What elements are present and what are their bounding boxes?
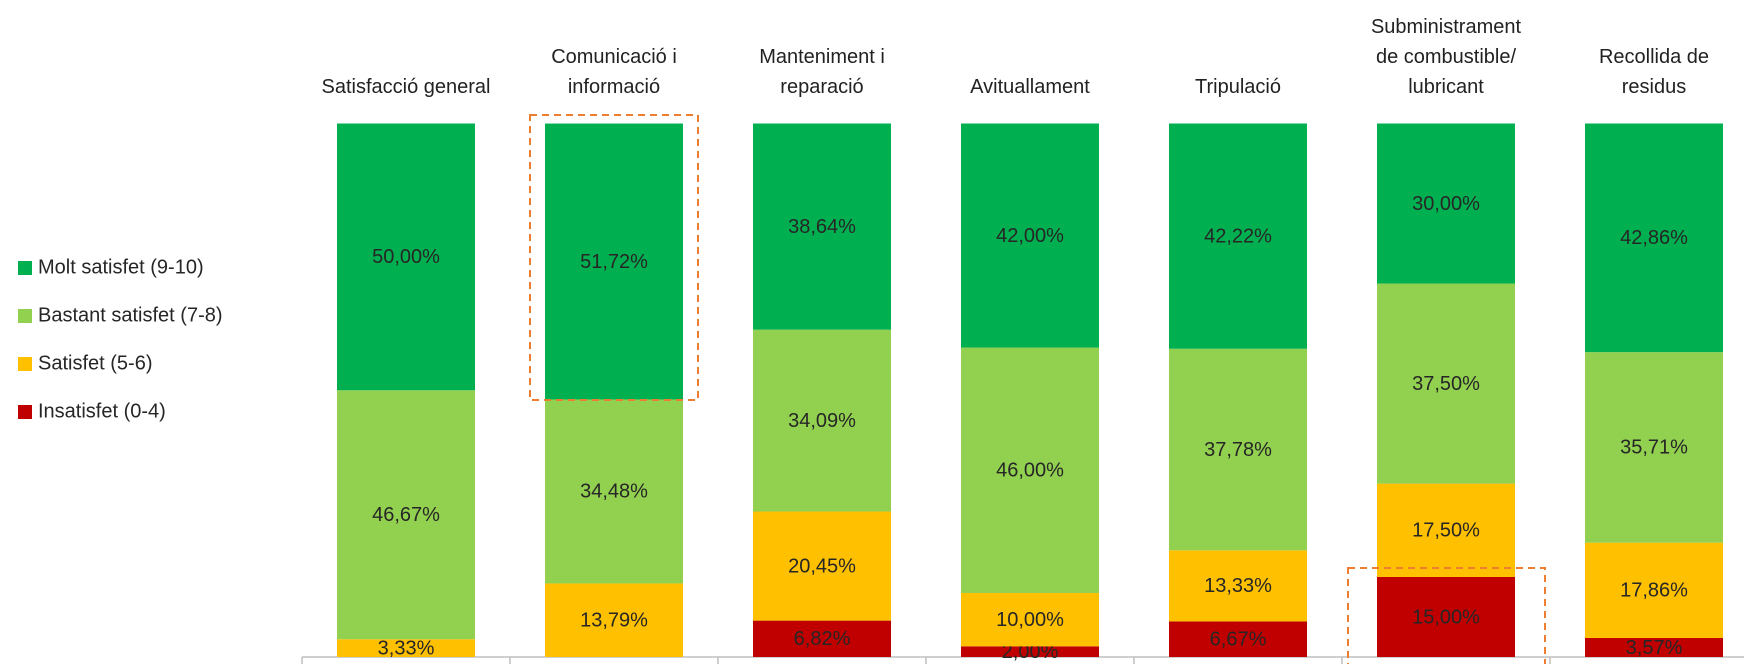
bar-segment xyxy=(337,639,475,657)
bar-segment xyxy=(753,123,891,330)
x-label-box: Comunicació i informació xyxy=(510,0,718,102)
value-label: 10,00% xyxy=(996,609,1064,631)
bar-segment xyxy=(753,511,891,621)
x-label-box: Satisfacció general xyxy=(302,0,510,102)
value-label: 6,67% xyxy=(1210,628,1267,650)
legend-label: Bastant satisfet (7-8) xyxy=(38,304,223,326)
bar-segment xyxy=(1377,576,1515,657)
bar-segment xyxy=(545,123,683,400)
bar-segment xyxy=(961,592,1099,647)
value-label: 42,00% xyxy=(996,225,1064,247)
legend-swatch xyxy=(18,405,32,419)
value-label: 13,79% xyxy=(580,609,648,631)
bar-segment xyxy=(1169,621,1307,657)
bar-segment xyxy=(753,329,891,512)
bar-segment xyxy=(1169,123,1307,349)
bar-segment xyxy=(545,399,683,584)
value-label: 37,50% xyxy=(1412,373,1480,395)
bar-segment xyxy=(961,347,1099,593)
value-label: 42,22% xyxy=(1204,225,1272,247)
value-label: 38,64% xyxy=(788,216,856,238)
x-label-box: Avituallament xyxy=(926,0,1134,102)
value-label: 50,00% xyxy=(372,246,440,268)
value-label: 35,71% xyxy=(1620,437,1688,459)
value-label: 20,45% xyxy=(788,555,856,577)
value-label: 34,09% xyxy=(788,410,856,432)
bar-segment xyxy=(545,583,683,657)
value-label: 30,00% xyxy=(1412,193,1480,215)
value-label: 2,00% xyxy=(1002,641,1059,663)
bar-segment xyxy=(1585,637,1723,657)
x-tick-label: Satisfacció general xyxy=(321,76,491,98)
bar-segment xyxy=(753,620,891,657)
bar-segment xyxy=(1169,550,1307,622)
value-label: 13,33% xyxy=(1204,575,1272,597)
value-label: 46,00% xyxy=(996,460,1064,482)
value-label: 17,86% xyxy=(1620,580,1688,602)
legend-label: Satisfet (5-6) xyxy=(38,352,152,374)
x-tick-label: Subministrament de combustible/ lubrican… xyxy=(1370,16,1522,98)
x-tick-label: Manteniment i reparació xyxy=(759,46,885,98)
x-label-box: Subministrament de combustible/ lubrican… xyxy=(1342,0,1550,102)
x-tick-label: Tripulació xyxy=(1195,76,1281,98)
x-label-box: Manteniment i reparació xyxy=(718,0,926,102)
x-tick-label: Comunicació i informació xyxy=(551,46,677,98)
bar-segment xyxy=(1585,123,1723,353)
value-label: 3,57% xyxy=(1626,637,1683,659)
bar-segment xyxy=(961,123,1099,348)
bar-segment xyxy=(1377,283,1515,484)
highlight-box xyxy=(529,114,699,401)
legend-label: Insatisfet (0-4) xyxy=(38,400,166,422)
value-label: 51,72% xyxy=(580,251,648,273)
x-tick-label: Avituallament xyxy=(970,76,1090,98)
highlight-box xyxy=(1347,567,1546,664)
value-label: 6,82% xyxy=(794,628,851,650)
legend-swatch xyxy=(18,357,32,371)
bar-segment xyxy=(1377,483,1515,577)
bar-segment xyxy=(961,646,1099,657)
legend-swatch xyxy=(18,261,32,275)
x-tick-label: Recollida de residus xyxy=(1598,46,1710,98)
value-label: 3,33% xyxy=(378,637,435,659)
bar-segment xyxy=(337,123,475,391)
bar-segment xyxy=(1377,123,1515,284)
value-label: 17,50% xyxy=(1412,520,1480,542)
x-label-box: Tripulació xyxy=(1134,0,1342,102)
bar-segment xyxy=(337,390,475,640)
value-label: 15,00% xyxy=(1412,606,1480,628)
value-label: 37,78% xyxy=(1204,439,1272,461)
value-label: 34,48% xyxy=(580,481,648,503)
x-label-box: Recollida de residus xyxy=(1550,0,1744,102)
value-label: 42,86% xyxy=(1620,227,1688,249)
value-label: 46,67% xyxy=(372,504,440,526)
bar-segment xyxy=(1585,542,1723,638)
bar-segment xyxy=(1169,348,1307,551)
legend-label: Molt satisfet (9-10) xyxy=(38,256,204,278)
legend-swatch xyxy=(18,309,32,323)
bar-segment xyxy=(1585,352,1723,543)
